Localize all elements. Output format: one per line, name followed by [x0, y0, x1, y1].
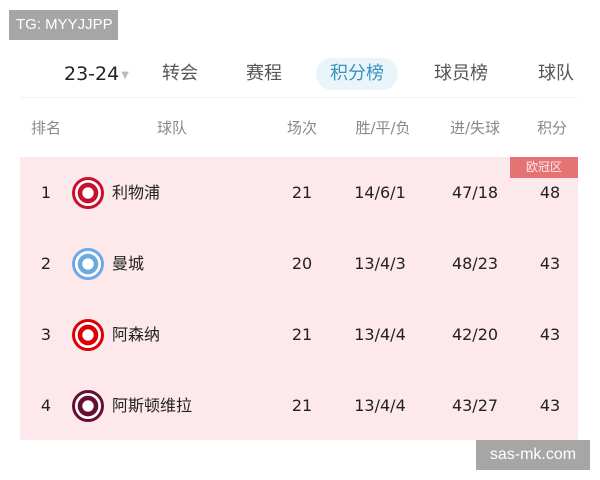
table-row[interactable]: 2 曼城 20 13/4/3 48/23 43 — [20, 228, 578, 299]
tab-players[interactable]: 球员榜 — [434, 63, 488, 84]
points: 43 — [539, 254, 561, 273]
watermark-bottom: sas-mk.com — [476, 440, 590, 470]
goals-for-against: 43/27 — [451, 396, 499, 415]
team-name: 曼城 — [112, 254, 145, 273]
header-wdl: 胜/平/负 — [355, 119, 411, 137]
wins-draws-losses: 13/4/3 — [354, 254, 406, 273]
points: 48 — [539, 183, 561, 202]
wins-draws-losses: 14/6/1 — [354, 183, 406, 202]
goals-for-against: 48/23 — [451, 254, 499, 273]
header-rank: 排名 — [30, 119, 61, 137]
table-row[interactable]: 1 利物浦 21 14/6/1 47/18 48 — [20, 157, 578, 228]
tab-schedule[interactable]: 赛程 — [246, 63, 282, 84]
points: 43 — [539, 396, 561, 415]
tab-standings[interactable]: 积分榜 — [316, 58, 398, 90]
team-name: 利物浦 — [112, 183, 161, 202]
caret-down-icon: ▼ — [121, 70, 129, 81]
tab-transfers[interactable]: 转会 — [162, 63, 198, 84]
played: 21 — [291, 183, 313, 202]
standings-table: 欧冠区 1 利物浦 21 14/6/1 47/18 48 2 曼城 20 13/4/3 48/23 4… — [20, 157, 578, 440]
played: 21 — [291, 325, 313, 344]
table-row[interactable]: 3 阿森纳 21 13/4/4 42/20 43 — [20, 299, 578, 370]
header-goals: 进/失球 — [449, 119, 501, 137]
season-selector[interactable]: 23-24 ▼ — [40, 56, 130, 92]
goals-for-against: 42/20 — [451, 325, 499, 344]
rank: 1 — [40, 183, 52, 202]
table-header: 排名 球队 场次 胜/平/负 进/失球 积分 — [0, 110, 600, 146]
season-value: 23-24 — [64, 63, 120, 85]
arsenal-crest-icon — [72, 319, 104, 351]
wins-draws-losses: 13/4/4 — [354, 325, 406, 344]
nav-tabs: 23-24 ▼ 转会 赛程 积分榜 球员榜 球队 — [20, 50, 578, 98]
rank: 3 — [40, 325, 52, 344]
champions-league-zone-badge: 欧冠区 — [510, 157, 578, 178]
played: 20 — [291, 254, 313, 273]
tab-teams[interactable]: 球队 — [538, 63, 574, 84]
points: 43 — [539, 325, 561, 344]
goals-for-against: 47/18 — [451, 183, 499, 202]
watermark-top: TG: MYYJJPP — [9, 10, 118, 40]
rank: 4 — [40, 396, 52, 415]
man-city-crest-icon — [72, 248, 104, 280]
team-name: 阿森纳 — [112, 325, 161, 344]
team-name: 阿斯顿维拉 — [112, 396, 193, 415]
played: 21 — [291, 396, 313, 415]
liverpool-crest-icon — [72, 177, 104, 209]
rank: 2 — [40, 254, 52, 273]
header-points: 积分 — [536, 119, 567, 137]
wins-draws-losses: 13/4/4 — [354, 396, 406, 415]
header-played: 场次 — [286, 119, 317, 137]
header-team: 球队 — [156, 119, 187, 137]
table-row[interactable]: 4 阿斯顿维拉 21 13/4/4 43/27 43 — [20, 370, 578, 441]
aston-villa-crest-icon — [72, 390, 104, 422]
